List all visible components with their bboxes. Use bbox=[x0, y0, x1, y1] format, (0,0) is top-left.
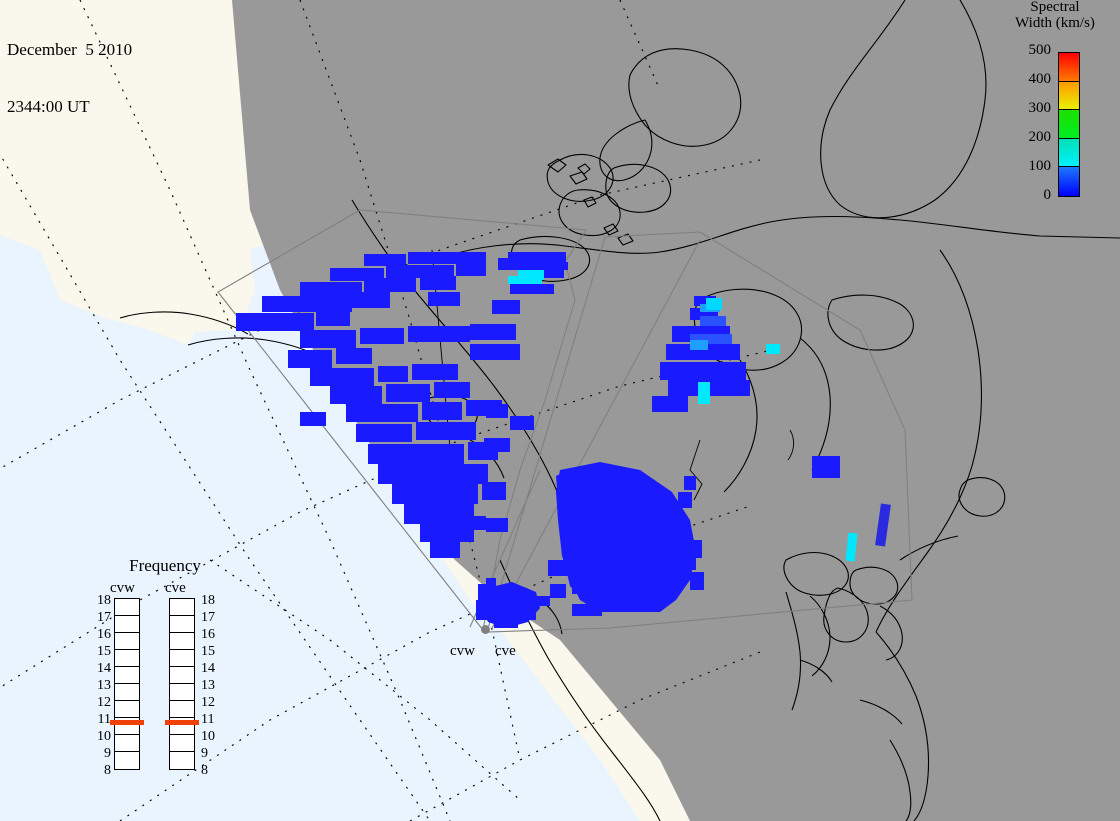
radar-echo-cells-cvw bbox=[236, 252, 534, 558]
freq-tick-left-15: 15 bbox=[97, 644, 111, 659]
freq-cell bbox=[115, 701, 139, 718]
radar-echo-fan-cve bbox=[548, 462, 704, 616]
radar-echo-cells-cve-north bbox=[652, 296, 840, 478]
freq-cell bbox=[115, 650, 139, 667]
freq-tick-left-10: 10 bbox=[97, 729, 111, 744]
freq-cell bbox=[115, 599, 139, 616]
colorbar-tick-0: 0 bbox=[1043, 187, 1052, 203]
colorbar-title: Spectral Width (km/s) bbox=[990, 0, 1120, 31]
radar-site-label-cve: cve bbox=[495, 643, 516, 659]
radar-echo-cells-great-lakes bbox=[845, 503, 891, 562]
freq-tick-right-13: 13 bbox=[201, 678, 215, 693]
colorbar-segment-400-500 bbox=[1059, 53, 1079, 82]
freq-cell bbox=[170, 599, 194, 616]
freq-tick-right-12: 12 bbox=[201, 695, 215, 710]
colorbar-tick-300: 300 bbox=[1028, 100, 1052, 116]
freq-tick-left-12: 12 bbox=[97, 695, 111, 710]
colorbar-title-line1: Spectral bbox=[1030, 0, 1080, 15]
colorbar-segment-200-300 bbox=[1059, 110, 1079, 139]
colorbar-strip bbox=[1058, 52, 1080, 197]
freq-tick-left-14: 14 bbox=[97, 661, 111, 676]
radar-echo-cells-near-range bbox=[476, 578, 550, 628]
freq-tick-left-17: 17 bbox=[97, 610, 111, 625]
freq-cell bbox=[115, 684, 139, 701]
freq-tick-right-10: 10 bbox=[201, 729, 215, 744]
frequency-channel-label-cvw: cvw bbox=[110, 580, 135, 596]
frequency-legend-title: Frequency bbox=[129, 556, 201, 575]
radar-site-label-cvw: cvw bbox=[450, 643, 475, 659]
timestamp-time: 2344:00 UT bbox=[7, 97, 90, 116]
freq-tick-left-9: 9 bbox=[104, 746, 111, 761]
freq-cell bbox=[170, 650, 194, 667]
freq-cell bbox=[170, 633, 194, 650]
colorbar-segment-0-100 bbox=[1059, 167, 1079, 196]
freq-tick-right-18: 18 bbox=[201, 593, 215, 608]
colorbar-tick-400: 400 bbox=[1028, 71, 1052, 87]
freq-tick-right-16: 16 bbox=[201, 627, 215, 642]
freq-tick-right-8: 8 bbox=[201, 763, 208, 778]
freq-tick-left-16: 16 bbox=[97, 627, 111, 642]
frequency-legend: Frequency cvw cve bbox=[85, 556, 245, 786]
colorbar-tick-500: 500 bbox=[1028, 42, 1052, 58]
freq-tick-left-11: 11 bbox=[97, 712, 111, 727]
spectral-width-colorbar: Spectral Width (km/s) 500 400 300 200 10… bbox=[990, 0, 1120, 203]
colorbar-tick-labels: 500 400 300 200 100 0 bbox=[990, 43, 1054, 203]
frequency-channel-label-cve: cve bbox=[165, 580, 186, 596]
freq-cell bbox=[170, 667, 194, 684]
timestamp-date: December 5 2010 bbox=[7, 40, 133, 59]
freq-cell bbox=[170, 735, 194, 752]
frequency-marker-cve bbox=[165, 720, 199, 725]
frequency-bar-cve bbox=[169, 598, 195, 770]
radar-echo-cells-arctic bbox=[498, 252, 722, 310]
colorbar-tick-200: 200 bbox=[1028, 129, 1052, 145]
frequency-bar-cvw bbox=[114, 598, 140, 770]
freq-cell bbox=[170, 718, 194, 735]
colorbar-tick-100: 100 bbox=[1028, 158, 1052, 174]
colorbar-segment-300-400 bbox=[1059, 81, 1079, 111]
radar-site-marker bbox=[481, 625, 490, 634]
colorbar-title-line2: Width (km/s) bbox=[1015, 15, 1095, 31]
freq-tick-right-17: 17 bbox=[201, 610, 215, 625]
freq-tick-right-15: 15 bbox=[201, 644, 215, 659]
timestamp-block: December 5 2010 2344:00 UT bbox=[7, 2, 132, 154]
freq-tick-left-8: 8 bbox=[104, 763, 111, 778]
freq-cell bbox=[115, 633, 139, 650]
freq-tick-right-11: 11 bbox=[201, 712, 215, 727]
freq-cell bbox=[115, 667, 139, 684]
freq-cell bbox=[115, 752, 139, 769]
freq-cell bbox=[170, 701, 194, 718]
freq-cell bbox=[170, 752, 194, 769]
freq-tick-right-9: 9 bbox=[201, 746, 208, 761]
freq-cell bbox=[115, 616, 139, 633]
colorbar-segment-100-200 bbox=[1059, 138, 1079, 168]
freq-tick-left-13: 13 bbox=[97, 678, 111, 693]
frequency-marker-cvw bbox=[110, 720, 144, 725]
freq-tick-left-18: 18 bbox=[97, 593, 111, 608]
freq-tick-right-14: 14 bbox=[201, 661, 215, 676]
freq-cell bbox=[115, 735, 139, 752]
freq-cell bbox=[170, 616, 194, 633]
freq-cell bbox=[170, 684, 194, 701]
freq-cell bbox=[115, 718, 139, 735]
